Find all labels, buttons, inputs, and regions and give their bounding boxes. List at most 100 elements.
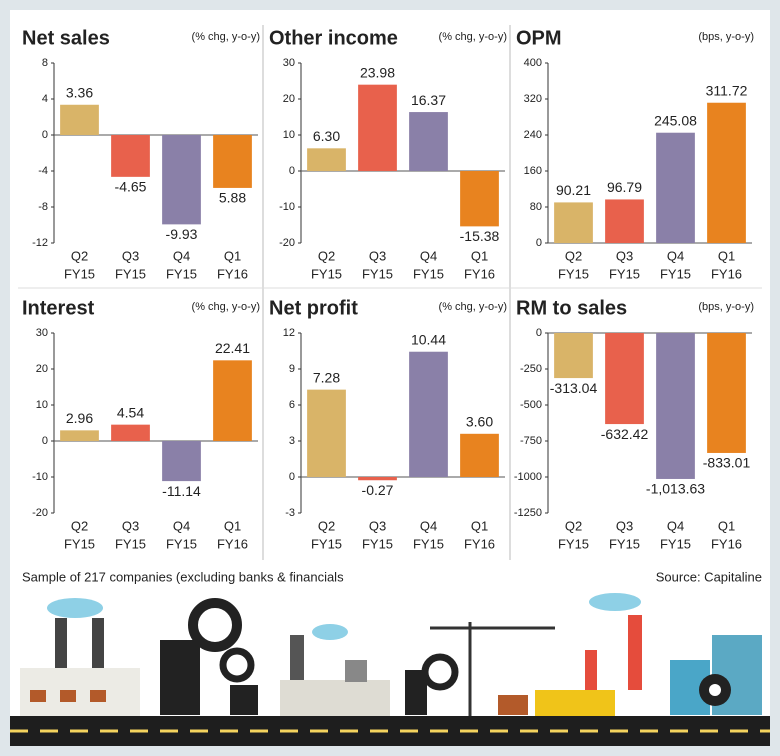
x-tick-label: Q2 [318,518,335,533]
x-tick-label: FY15 [609,266,640,281]
x-tick-label: Q4 [667,248,684,263]
value-label: 10.44 [411,331,446,347]
bar [307,389,346,477]
chart-subtitle: (% chg, y-o-y) [439,301,507,313]
y-tick-label: -10 [32,471,48,483]
x-tick-label: Q2 [71,248,88,263]
chart-subtitle: (bps, y-o-y) [698,31,754,43]
x-tick-label: FY15 [115,266,146,281]
y-tick-label: 0 [536,327,542,339]
x-tick-label: Q3 [616,518,633,533]
bar [707,333,746,453]
x-tick-label: FY16 [464,266,495,281]
bar [213,360,252,441]
bar [111,135,150,177]
value-label: -313.04 [550,380,598,396]
x-tick-label: FY16 [217,536,248,551]
x-tick-label: Q1 [471,248,488,263]
bar [554,333,593,379]
y-tick-label: 20 [36,363,48,375]
x-tick-label: FY15 [311,266,342,281]
x-tick-label: FY16 [711,536,742,551]
x-tick-label: FY15 [64,536,95,551]
x-tick-label: FY15 [166,536,197,551]
x-tick-label: Q2 [318,248,335,263]
y-tick-label: 12 [283,327,295,339]
chart-title: Net profit [269,297,358,319]
y-tick-label: -1250 [514,507,542,519]
x-tick-label: Q4 [420,248,437,263]
chart-title: RM to sales [516,297,627,319]
x-tick-label: Q3 [369,518,386,533]
bar [162,441,201,482]
x-tick-label: Q3 [122,248,139,263]
x-tick-label: FY15 [660,266,691,281]
bar [213,135,252,188]
chart-title: Other income [269,27,398,49]
x-tick-label: Q2 [71,518,88,533]
x-tick-label: FY15 [362,536,393,551]
x-tick-label: Q2 [565,248,582,263]
illustration [10,593,770,746]
x-tick-label: FY15 [558,266,589,281]
y-tick-label: 10 [283,129,295,141]
x-tick-label: FY16 [711,266,742,281]
x-tick-label: Q1 [224,518,241,533]
value-label: 23.98 [360,64,395,80]
x-tick-label: Q1 [471,518,488,533]
value-label: 7.28 [313,369,340,385]
bar [162,135,201,225]
value-label: -833.01 [703,455,751,471]
bar [707,102,746,243]
footer-source: Source: Capitaline [656,569,762,584]
y-tick-label: 3 [289,435,295,447]
y-tick-label: 10 [36,399,48,411]
bar [409,351,448,477]
value-label: 311.72 [706,82,748,98]
y-tick-label: 30 [283,57,295,69]
footer-note: Sample of 217 companies (excluding banks… [22,569,344,584]
y-tick-label: 160 [524,165,542,177]
y-tick-label: -20 [32,507,48,519]
x-tick-label: Q3 [616,248,633,263]
x-tick-label: FY15 [64,266,95,281]
y-tick-label: -12 [32,237,48,249]
value-label: 3.36 [66,84,93,100]
y-tick-label: 240 [524,129,542,141]
y-tick-label: 0 [289,165,295,177]
x-tick-label: Q4 [420,518,437,533]
value-label: 2.96 [66,410,93,426]
value-label: -4.65 [115,179,147,195]
y-tick-label: -10 [279,201,295,213]
value-label: 245.08 [654,112,697,128]
x-tick-label: Q2 [565,518,582,533]
x-tick-label: FY15 [115,536,146,551]
value-label: -1,013.63 [646,481,705,497]
bar [60,104,99,135]
x-tick-label: FY16 [464,536,495,551]
y-tick-label: 20 [283,93,295,105]
y-tick-label: -1000 [514,471,542,483]
bar [554,202,593,243]
x-tick-label: Q4 [173,248,190,263]
x-tick-label: FY15 [413,536,444,551]
value-label: 22.41 [215,340,250,356]
x-tick-label: FY15 [311,536,342,551]
chart-subtitle: (% chg, y-o-y) [192,31,260,43]
x-tick-label: FY15 [413,266,444,281]
bar [409,112,448,171]
value-label: -632.42 [601,426,649,442]
x-tick-label: Q4 [173,518,190,533]
value-label: 16.37 [411,92,446,108]
y-tick-label: 0 [42,435,48,447]
x-tick-label: Q1 [718,518,735,533]
y-tick-label: -20 [279,237,295,249]
value-label: 5.88 [219,190,246,206]
y-tick-label: -3 [285,507,295,519]
y-tick-label: 8 [42,57,48,69]
value-label: -11.14 [162,483,201,499]
y-tick-label: -8 [38,201,48,213]
value-label: -15.38 [460,228,500,244]
y-tick-label: -750 [520,435,542,447]
bar [307,148,346,171]
